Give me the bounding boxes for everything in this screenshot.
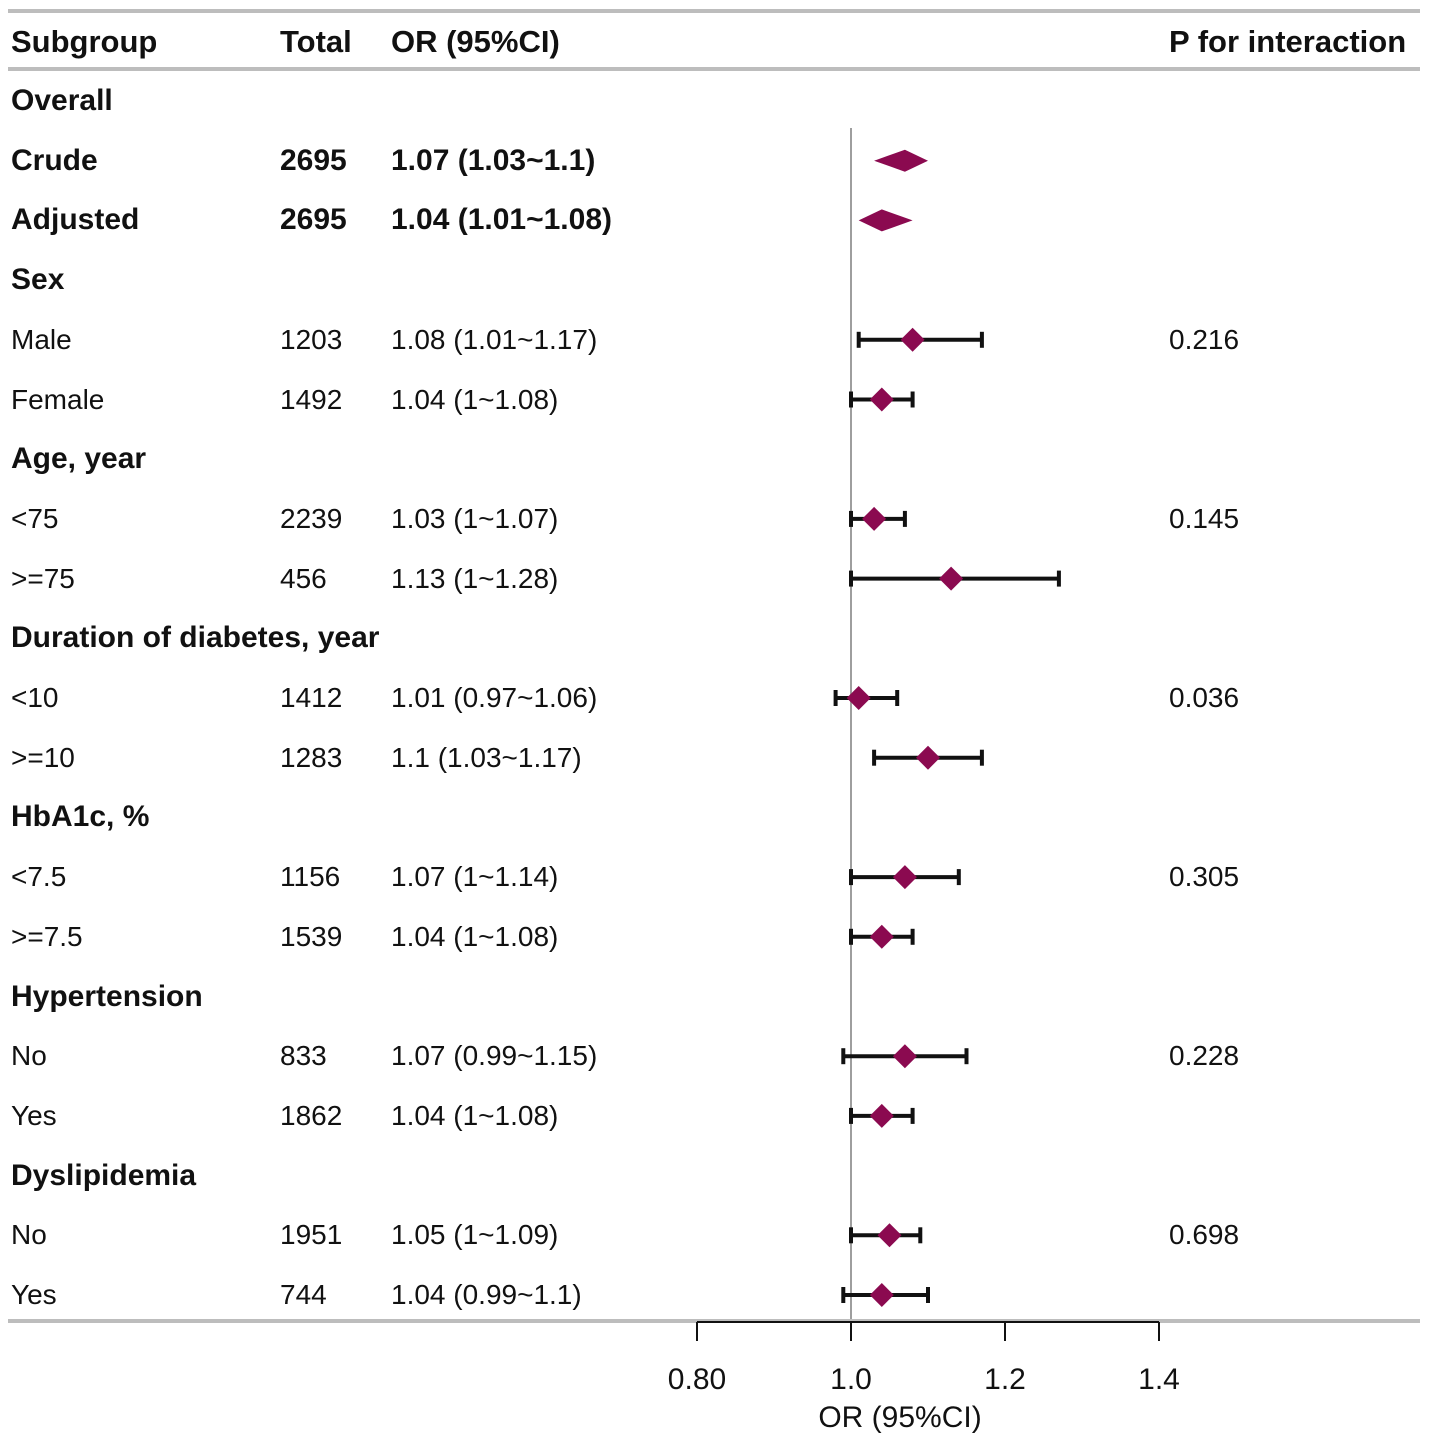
row-or-text: 1.07 (1~1.14) (391, 861, 559, 893)
row-or-text: 1.04 (1~1.08) (391, 1099, 559, 1131)
row-label: >=7.5 (11, 920, 83, 952)
column-header-subgroup: Subgroup (11, 24, 158, 59)
point-estimate-marker (869, 1103, 894, 1128)
point-estimate-marker (869, 1283, 894, 1307)
header-rule (8, 67, 1420, 71)
row-or-text: 1.04 (0.99~1.1) (391, 1279, 582, 1310)
x-tick-label: 0.80 (667, 1363, 727, 1396)
point-estimate-marker (869, 924, 894, 949)
point-estimate-marker (939, 566, 964, 591)
row-p-interaction: 0.216 (1169, 323, 1240, 355)
row-label: No (11, 1219, 47, 1251)
row-p-interaction: 0.228 (1169, 1040, 1240, 1072)
row-label: Yes (11, 1279, 57, 1310)
row-or-text: 1.03 (1~1.07) (391, 502, 559, 534)
row-or-text: 1.13 (1~1.28) (391, 562, 559, 594)
row-total: 1492 (280, 383, 343, 415)
x-tick-label: 1.4 (1138, 1363, 1180, 1396)
point-estimate-marker (862, 506, 887, 531)
x-axis-title: OR (95%CI) (818, 1401, 982, 1434)
row-label: Adjusted (11, 203, 140, 237)
row-label: No (11, 1040, 47, 1072)
group-header-label: Hypertension (11, 979, 203, 1013)
row-total: 2239 (280, 502, 343, 534)
point-estimate-marker (877, 1223, 902, 1248)
row-total: 2695 (280, 203, 347, 237)
row-or-text: 1.07 (1.03~1.1) (391, 143, 596, 177)
row-total: 1412 (280, 682, 343, 713)
point-estimate-marker (869, 387, 894, 412)
group-header-label: Age, year (11, 442, 147, 476)
row-total: 833 (280, 1040, 327, 1072)
group-header-label: HbA1c, % (11, 800, 150, 834)
row-total: 1951 (280, 1219, 343, 1251)
row-or-text: 1.1 (1.03~1.17) (391, 741, 582, 773)
row-or-text: 1.05 (1~1.09) (391, 1219, 559, 1251)
row-label: Female (11, 383, 105, 415)
row-or-text: 1.01 (0.97~1.06) (391, 682, 598, 713)
row-label: Crude (11, 143, 98, 177)
summary-diamond (874, 149, 928, 172)
row-p-interaction: 0.036 (1169, 682, 1240, 713)
column-header-p-interaction: P for interaction (1169, 24, 1407, 59)
x-tick-label: 1.0 (830, 1363, 872, 1396)
row-or-text: 1.08 (1.01~1.17) (391, 323, 598, 355)
group-header-label: Sex (11, 263, 65, 297)
group-header-label: Dyslipidemia (11, 1158, 197, 1192)
row-total: 1862 (280, 1099, 343, 1131)
point-estimate-marker (916, 745, 940, 770)
group-header-label: Overall (11, 84, 113, 117)
row-label: <10 (11, 682, 59, 713)
row-label: >=10 (11, 741, 75, 773)
top-rule (8, 9, 1420, 13)
x-tick-label: 1.2 (984, 1363, 1026, 1396)
row-total: 1539 (280, 920, 343, 952)
row-or-text: 1.07 (0.99~1.15) (391, 1040, 598, 1072)
row-total: 1283 (280, 741, 343, 773)
point-estimate-marker (846, 686, 871, 710)
point-estimate-marker (892, 865, 917, 890)
column-header-or: OR (95%CI) (391, 24, 560, 59)
row-p-interaction: 0.305 (1169, 861, 1240, 893)
row-total: 456 (280, 562, 327, 594)
group-header-label: Duration of diabetes, year (11, 621, 380, 655)
row-label: >=75 (11, 562, 75, 594)
row-label: <75 (11, 502, 59, 534)
row-total: 744 (280, 1279, 327, 1310)
row-label: <7.5 (11, 861, 67, 893)
row-label: Yes (11, 1099, 57, 1131)
row-p-interaction: 0.698 (1169, 1219, 1240, 1251)
row-or-text: 1.04 (1~1.08) (391, 920, 559, 952)
row-or-text: 1.04 (1~1.08) (391, 383, 559, 415)
row-or-text: 1.04 (1.01~1.08) (391, 203, 613, 237)
summary-diamond (858, 209, 913, 232)
row-p-interaction: 0.145 (1169, 502, 1240, 534)
row-total: 1156 (280, 861, 341, 893)
column-header-total: Total (280, 24, 352, 59)
row-total: 1203 (280, 323, 343, 355)
point-estimate-marker (892, 1044, 917, 1069)
row-total: 2695 (280, 143, 347, 177)
row-label: Male (11, 323, 72, 355)
point-estimate-marker (900, 327, 925, 352)
